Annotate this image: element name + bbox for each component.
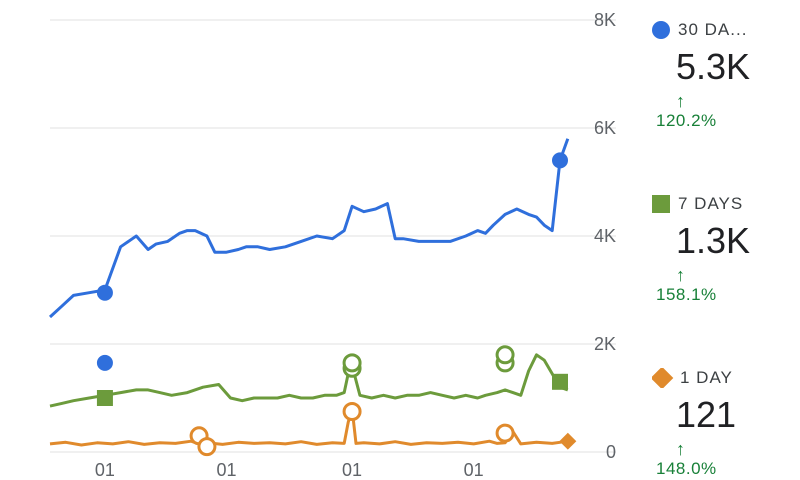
- reference-marker-30d-low: [96, 354, 113, 371]
- legend-item-30-days[interactable]: 30 DA... 5.3K ↑ 120.2%: [652, 20, 800, 132]
- circle-marker-icon: [652, 21, 670, 39]
- annotation-marker[interactable]: [495, 423, 515, 443]
- reference-marker-7d: [96, 390, 113, 406]
- legend-change: 148.0%: [656, 459, 717, 478]
- x-axis-tick-labels: 01 01 01 01: [95, 460, 484, 480]
- square-marker-icon: [652, 195, 670, 213]
- arrow-up-icon: ↑: [676, 439, 685, 459]
- annotation-marker[interactable]: [197, 437, 217, 457]
- reference-marker-30d: [96, 284, 113, 301]
- arrow-up-icon: ↑: [676, 91, 685, 111]
- legend-item-7-days[interactable]: 7 DAYS 1.3K ↑ 158.1%: [652, 194, 800, 306]
- legend-value: 5.3K: [676, 46, 751, 87]
- annotation-marker[interactable]: [495, 345, 515, 365]
- legend-item-1-day[interactable]: 1 DAY 121 ↑ 148.0%: [652, 368, 800, 480]
- arrow-up-icon: ↑: [676, 265, 685, 285]
- series-line-7d: [49, 353, 569, 408]
- legend-value: 1.3K: [676, 220, 751, 261]
- y-tick-label: 4K: [594, 226, 616, 246]
- y-tick-label: 0: [606, 442, 616, 462]
- legend-change: 120.2%: [656, 111, 717, 130]
- series-end-marker-7d: [552, 373, 568, 390]
- legend-value: 121: [676, 394, 737, 435]
- grid-lines: [50, 19, 616, 453]
- legend-label: 1 DAY: [680, 368, 733, 387]
- x-tick-label: 01: [217, 460, 237, 480]
- legend-change: 158.1%: [656, 285, 717, 304]
- series-end-marker-30d: [552, 152, 568, 169]
- series-line-30d: [48, 138, 570, 319]
- annotation-marker[interactable]: [342, 353, 362, 373]
- series-end-marker-1d: [559, 432, 577, 450]
- legend-label: 7 DAYS: [678, 194, 744, 213]
- y-tick-label: 6K: [594, 118, 616, 138]
- x-tick-label: 01: [342, 460, 362, 480]
- x-tick-label: 01: [95, 460, 115, 480]
- series-line-1d: [49, 407, 569, 447]
- diamond-marker-icon: [652, 368, 674, 388]
- y-tick-label: 2K: [594, 334, 616, 354]
- x-tick-label: 01: [464, 460, 484, 480]
- series-markers: [96, 152, 577, 457]
- y-axis-tick-labels: 0 2K 4K 6K 8K: [594, 10, 616, 462]
- legend-label: 30 DA...: [678, 20, 748, 39]
- annotation-marker[interactable]: [342, 402, 362, 421]
- series-lines: [48, 138, 570, 447]
- y-tick-label: 8K: [594, 10, 616, 30]
